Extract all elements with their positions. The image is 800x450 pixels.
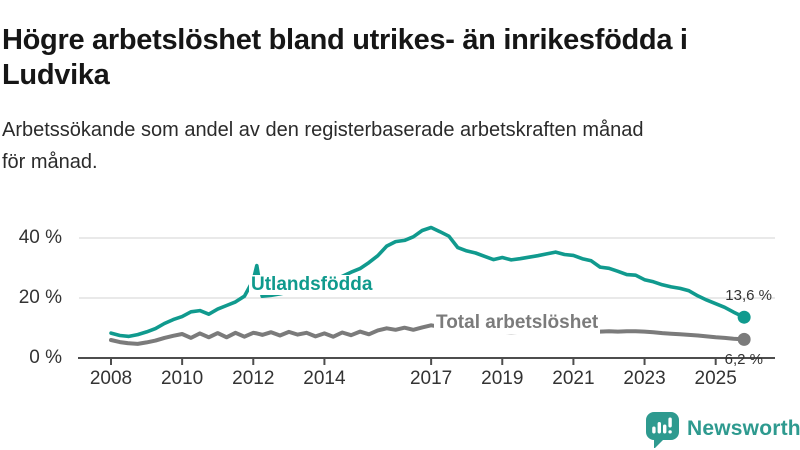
series-line-utlandsf-dda xyxy=(109,225,746,339)
end-dot-utlandsf-dda xyxy=(737,310,751,324)
subtitle-line-2: för månad. xyxy=(2,151,98,173)
end-value-utlandsfodda: 13,6 % xyxy=(725,287,772,304)
end-dot-total-arbetsl-shet xyxy=(737,332,751,346)
page-title: Högre arbetslöshet bland utrikes- än inr… xyxy=(2,23,792,93)
newsworthy-wordmark: Newsworthy xyxy=(687,417,800,440)
x-axis-label: 2017 xyxy=(409,368,453,389)
y-axis-label: 0 % xyxy=(29,347,62,368)
chart-subtitle: Arbetssökande som andel av den registerb… xyxy=(2,114,782,178)
title-line-1: Högre arbetslöshet bland utrikes- än inr… xyxy=(2,24,688,57)
x-axis-label: 2023 xyxy=(623,368,666,389)
x-axis-label: 2010 xyxy=(160,368,204,389)
x-axis-label: 2014 xyxy=(303,368,346,389)
series-label-utlandsfodda: Utlandsfödda xyxy=(249,274,375,295)
y-axis-label: 40 % xyxy=(18,227,62,248)
x-axis-label: 2008 xyxy=(89,368,133,389)
series-line-total-arbetsl-shet xyxy=(109,323,747,346)
subtitle-line-1: Arbetssökande som andel av den registerb… xyxy=(2,119,644,141)
x-axis-label: 2025 xyxy=(694,368,737,389)
y-axis-label: 20 % xyxy=(18,287,62,308)
x-axis-label: 2019 xyxy=(481,368,524,389)
series-label-total: Total arbetslöshet xyxy=(434,312,601,334)
title-line-2: Ludvika xyxy=(2,59,110,92)
end-value-total: 6,2 % xyxy=(724,351,763,368)
newsworthy-icon xyxy=(646,411,679,448)
x-axis-label: 2012 xyxy=(232,368,275,389)
x-axis-label: 2021 xyxy=(552,368,595,389)
newsworthy-logo[interactable]: Newsworthy xyxy=(646,410,800,448)
